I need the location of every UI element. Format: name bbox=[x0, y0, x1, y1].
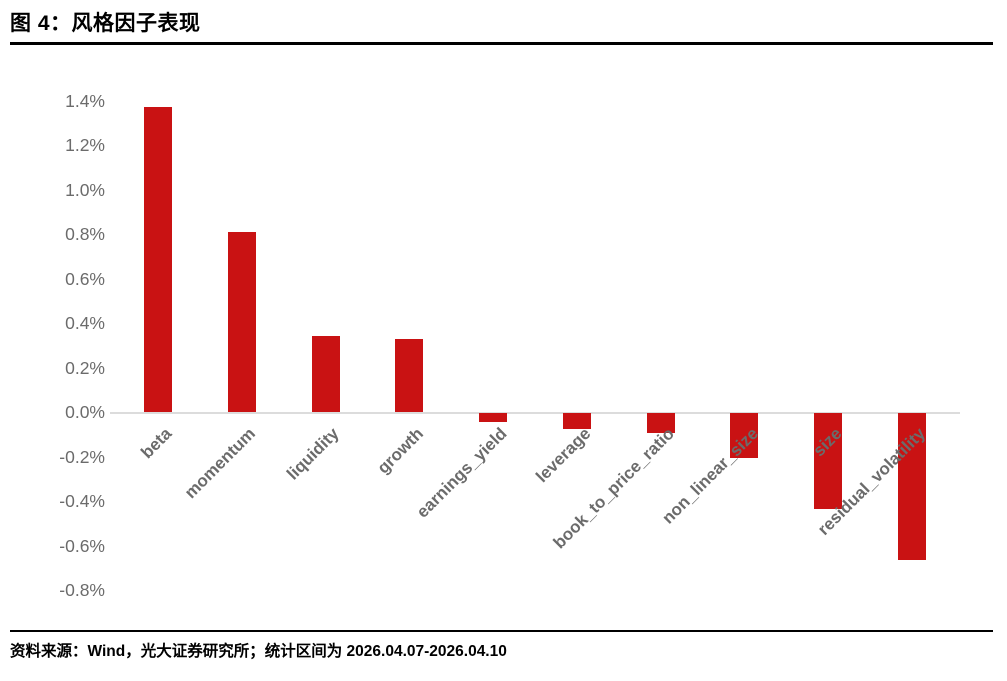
bar-momentum bbox=[227, 231, 256, 412]
bar-size bbox=[814, 413, 843, 509]
y-axis-tick-label: 1.4% bbox=[65, 90, 105, 111]
bar-growth bbox=[395, 338, 424, 412]
y-axis-tick-label: 0.8% bbox=[65, 224, 105, 244]
bar-earnings_yield bbox=[479, 413, 508, 422]
bar-beta bbox=[144, 107, 172, 412]
x-axis-tick-label: liquidity bbox=[283, 424, 343, 484]
y-axis-tick-label: -0.6% bbox=[59, 535, 105, 556]
source-note: 资料来源：Wind，光大证券研究所；统计区间为 2026.04.07-2026.… bbox=[10, 643, 507, 660]
x-axis-tick-label: momentum bbox=[180, 424, 260, 503]
y-axis-tick-label: 1.0% bbox=[65, 179, 105, 200]
y-axis-tick-label: 0.4% bbox=[65, 313, 105, 333]
footer-divider bbox=[10, 630, 993, 632]
x-axis-tick-label: beta bbox=[137, 424, 176, 463]
figure-title: 图 4：风格因子表现 bbox=[10, 12, 201, 35]
bar-residual_volatility bbox=[898, 413, 927, 560]
bar-book_to_price_ratio bbox=[646, 413, 675, 434]
header-divider bbox=[10, 42, 993, 45]
x-axis-tick-label: growth bbox=[373, 424, 427, 478]
y-axis-tick-label: -0.4% bbox=[59, 491, 105, 511]
y-axis-tick-label: -0.8% bbox=[59, 580, 105, 600]
bar-leverage bbox=[562, 413, 591, 429]
y-axis-tick-label: 0.6% bbox=[65, 268, 105, 289]
bar-non_linear_size bbox=[730, 413, 759, 458]
y-axis-tick-label: 1.2% bbox=[65, 135, 105, 155]
zero-axis-line bbox=[110, 412, 960, 414]
y-axis-tick-label: 0.0% bbox=[65, 402, 105, 422]
y-axis-tick-label: 0.2% bbox=[65, 357, 105, 378]
x-axis-tick-label: leverage bbox=[532, 424, 595, 487]
y-axis-tick-label: -0.2% bbox=[59, 446, 105, 467]
bar-liquidity bbox=[311, 336, 340, 412]
x-axis-tick-label: earnings_yield bbox=[412, 424, 511, 522]
